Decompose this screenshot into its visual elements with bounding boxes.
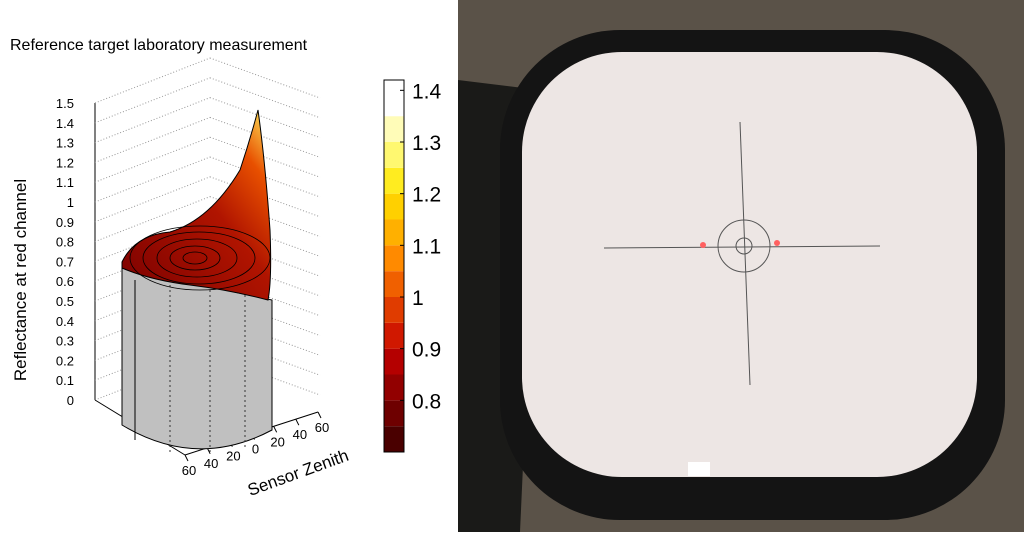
ring: [735, 237, 753, 255]
z-tick-label: 0.4: [56, 314, 74, 329]
z-tick-label: 0.5: [56, 294, 74, 309]
z-axis-label: Reflectance at red channel: [11, 179, 30, 381]
z-tick-label: 0: [67, 393, 74, 408]
colorbar-tick-label: 1.4: [412, 80, 442, 103]
grid-line: [94, 136, 211, 183]
z-tick-label: 1.4: [56, 116, 74, 131]
grid-line: [94, 77, 211, 124]
colorbar-band: [384, 374, 404, 401]
z-tick-label: 0.3: [56, 334, 74, 349]
laser-dot: [700, 242, 706, 248]
colorbar-band: [384, 426, 404, 452]
colorbar-tick-label: 1.2: [412, 184, 441, 207]
z-tick-label: 0.6: [56, 274, 74, 289]
laser-dot: [774, 240, 780, 246]
grid-line: [94, 116, 211, 163]
x-tick-label: 0: [252, 442, 259, 457]
colorbar-tick-label: 0.9: [412, 339, 441, 362]
colorbar-band: [384, 297, 404, 323]
photo: [458, 0, 1024, 532]
colorbar-band: [384, 193, 404, 220]
x-axis-label: Sensor Zenith: [245, 446, 351, 500]
z-tick-label: 0.9: [56, 215, 74, 230]
x-tick: [273, 426, 278, 433]
colorbar-tick-label: 1.3: [412, 132, 441, 155]
label-tag: [688, 462, 710, 476]
colorbar-band: [384, 400, 404, 427]
chart-title: Reference target laboratory measurement: [10, 37, 308, 54]
crosshair: [603, 245, 881, 249]
ring: [717, 219, 771, 273]
grid-line: [94, 97, 211, 144]
x-tick-label: 20: [226, 449, 240, 464]
z-tick-label: 0.2: [56, 353, 74, 368]
grid-line: [209, 77, 321, 119]
cylinder: [121, 267, 273, 450]
z-tick-label: 1.1: [56, 175, 74, 190]
surface: [121, 109, 272, 301]
x-tick-label: 40: [293, 427, 307, 442]
grid-line: [94, 57, 211, 104]
x-tick: [184, 454, 189, 462]
surface-body: [121, 109, 273, 455]
contours: [129, 225, 271, 291]
z-tick-label: 1.2: [56, 155, 74, 170]
z-tick-label: 0.8: [56, 235, 74, 250]
colorbar-band: [384, 142, 404, 168]
colorbar-tick-label: 1: [412, 287, 424, 310]
grid-line: [94, 196, 211, 243]
colorbar-band: [384, 219, 404, 246]
x-tick-label: 60: [315, 420, 329, 435]
colorbar-band: [384, 116, 404, 142]
grid-line: [209, 57, 321, 99]
target-panel: [522, 52, 977, 477]
grid-line: [94, 176, 211, 223]
colorbar-band: [384, 80, 404, 117]
z-tick-label: 1.3: [56, 136, 74, 151]
x-tick-label: 40: [204, 456, 218, 471]
colorbar-frame: [383, 79, 405, 453]
x-tick-label: 20: [270, 434, 284, 449]
grid-line: [209, 97, 321, 139]
x-tick: [295, 418, 300, 426]
colorbar-band: [384, 322, 404, 349]
colorbar-band: [384, 167, 404, 194]
grid-line: [94, 156, 211, 203]
colorbar-tick-label: 1.1: [412, 235, 441, 258]
grid-line: [209, 116, 321, 158]
colorbar-band: [384, 271, 404, 297]
z-tick-label: 1.5: [56, 96, 74, 111]
colorbar-band: [384, 245, 404, 272]
x-tick-label: 60: [182, 463, 196, 478]
x-tick: [317, 411, 322, 419]
z-tick-label: 1: [67, 195, 74, 210]
z-tick-label: 0.1: [56, 373, 74, 388]
colorbar-tick-label: 0.8: [412, 390, 441, 413]
z-tick-label: 0.7: [56, 254, 74, 269]
colorbar-band: [384, 348, 404, 375]
